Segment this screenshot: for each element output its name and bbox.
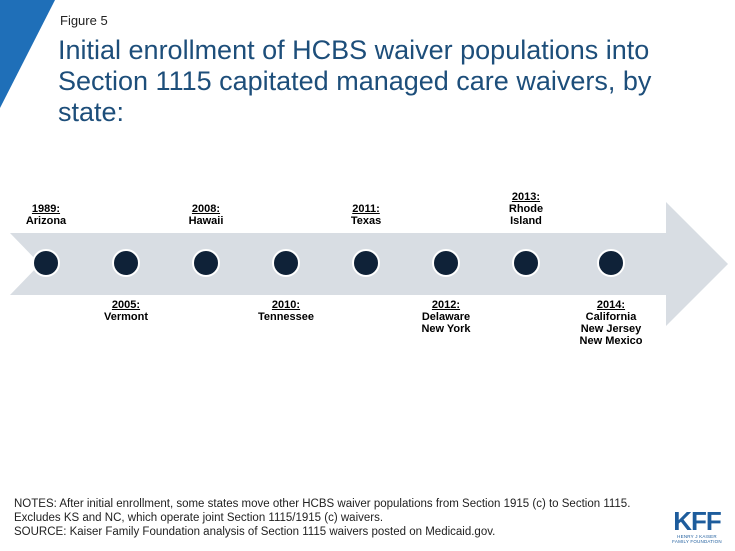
timeline-dot-1989 <box>32 249 60 277</box>
timeline-dot-2005 <box>112 249 140 277</box>
logo-text: KFF <box>673 506 722 536</box>
event-state: Island <box>510 215 542 227</box>
event-state: Hawaii <box>188 215 224 227</box>
event-year: 2010: <box>271 299 301 311</box>
event-state: Arizona <box>25 215 67 227</box>
event-state: Texas <box>350 215 382 227</box>
source-text: SOURCE: Kaiser Family Foundation analysi… <box>14 526 496 538</box>
event-state: Tennessee <box>257 311 315 323</box>
event-year: 2013: <box>511 191 541 203</box>
event-year: 2005: <box>111 299 141 311</box>
timeline-event-2011: 2011: Texas <box>311 203 421 227</box>
timeline-event-2010: 2010: Tennessee <box>231 299 341 323</box>
logo-subtitle-1: HENRY J KAISER <box>677 534 717 539</box>
event-state: Rhode <box>508 203 544 215</box>
timeline-dot-2010 <box>272 249 300 277</box>
event-state: New Mexico <box>579 335 643 347</box>
page-title: Initial enrollment of HCBS waiver popula… <box>58 35 652 127</box>
timeline-dot-2011 <box>352 249 380 277</box>
event-year: 2011: <box>352 203 380 215</box>
timeline-dot-2008 <box>192 249 220 277</box>
event-state: New York <box>421 323 471 335</box>
timeline-event-1989: 1989: Arizona <box>0 203 101 227</box>
corner-accent <box>0 0 55 108</box>
event-year: 2014: <box>596 299 626 311</box>
timeline-dot-2014 <box>597 249 625 277</box>
logo-subtitle-2: FAMILY FOUNDATION <box>672 539 722 544</box>
notes-text: NOTES: After initial enrollment, some st… <box>14 498 631 524</box>
timeline-event-2008: 2008: Hawaii <box>151 203 261 227</box>
timeline-event-2005: 2005: Vermont <box>71 299 181 323</box>
timeline-event-2013: 2013: Rhode Island <box>471 191 581 227</box>
event-state: Vermont <box>103 311 148 323</box>
timeline-dot-2012 <box>432 249 460 277</box>
event-state: California <box>585 311 637 323</box>
timeline-event-2012: 2012: Delaware New York <box>391 299 501 335</box>
timeline-event-2014: 2014: California New Jersey New Mexico <box>556 299 666 347</box>
footnotes: NOTES: After initial enrollment, some st… <box>14 497 654 539</box>
figure-label: Figure 5 <box>60 13 108 28</box>
event-year: 2008: <box>191 203 221 215</box>
event-state: Delaware <box>421 311 471 323</box>
event-year: 1989: <box>31 203 61 215</box>
timeline-dot-2013 <box>512 249 540 277</box>
kff-logo: KFF HENRY J KAISER FAMILY FOUNDATION <box>667 508 727 544</box>
event-state: New Jersey <box>580 323 642 335</box>
event-year: 2012: <box>431 299 461 311</box>
